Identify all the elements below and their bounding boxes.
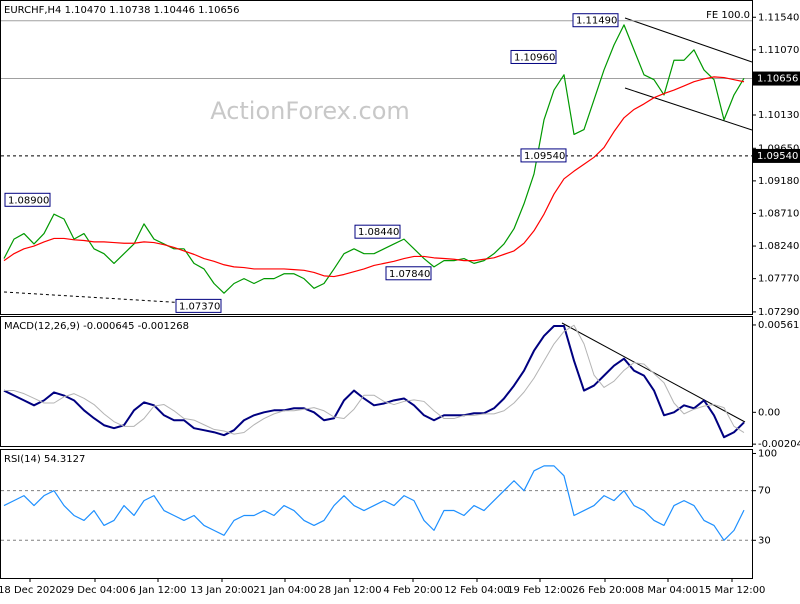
- y-tick-label: 1.09650: [758, 143, 799, 154]
- annotation-label: 1.09540: [524, 151, 565, 162]
- y-tick-label: 0.00: [758, 407, 780, 418]
- x-tick-label: 12 Feb 04:00: [444, 585, 510, 596]
- y-tick-label: 0.005618: [758, 320, 800, 331]
- annotation-box: [572, 13, 619, 28]
- x-tick-label: 29 Dec 04:00: [61, 585, 128, 596]
- x-tick-label: 6 Jan 12:00: [130, 585, 187, 596]
- annotation-box: [354, 224, 401, 239]
- series-line: [3, 465, 745, 541]
- annotation-box: [520, 148, 567, 163]
- y-tick-label: -0.002046: [758, 439, 800, 450]
- x-tick-label: 21 Jan 04:00: [253, 585, 316, 596]
- series-line: [3, 24, 745, 294]
- annotation-label: 1.07370: [179, 301, 220, 312]
- annotation-label: 1.08900: [8, 195, 49, 206]
- annotation-label: 1.11490: [576, 16, 617, 27]
- series-line: [3, 325, 745, 439]
- x-tick-label: 13 Jan 20:00: [190, 585, 253, 596]
- annotation-label: 1.07840: [389, 269, 430, 280]
- price-box: [753, 71, 800, 86]
- y-tick-label: 1.11070: [758, 45, 799, 56]
- y-tick-label: 30: [758, 535, 771, 546]
- price-box-label: 1.09540: [757, 151, 798, 162]
- y-tick-label: 1.07290: [758, 307, 799, 318]
- x-tick-label: 28 Jan 12:00: [318, 585, 381, 596]
- y-tick-label: 1.08240: [758, 241, 799, 252]
- price-box: [753, 148, 800, 163]
- chart-title: EURCHF,H4 1.10470 1.10738 1.10446 1.1065…: [4, 5, 240, 16]
- rsi-title: RSI(14) 54.3127: [4, 454, 85, 465]
- main-frame: [0, 0, 753, 315]
- annotation-box: [175, 298, 222, 313]
- y-tick-label: 1.10130: [758, 110, 799, 121]
- y-tick-label: 1.07770: [758, 274, 799, 285]
- y-tick-label: 1.08710: [758, 208, 799, 219]
- annotation-box: [4, 192, 51, 207]
- annotation-label: 1.08440: [358, 227, 399, 238]
- x-tick-label: 4 Feb 20:00: [383, 585, 442, 596]
- annotation-box: [385, 266, 432, 281]
- x-tick-label: 18 Dec 2020: [0, 585, 62, 596]
- channel-line: [624, 87, 753, 131]
- x-tick-label: 8 Mar 04:00: [638, 585, 698, 596]
- macd-frame: [0, 316, 753, 447]
- series-line: [4, 324, 745, 435]
- y-tick-label: 70: [758, 486, 771, 497]
- y-tick-label: 100: [758, 448, 777, 459]
- x-tick-label: 15 Mar 12:00: [699, 585, 766, 596]
- annotation-box: [510, 49, 557, 64]
- y-tick-label: 1.11540: [758, 12, 799, 23]
- channel-line: [624, 17, 753, 63]
- x-tick-label: 26 Feb 20:00: [572, 585, 638, 596]
- rsi-frame: [0, 449, 753, 579]
- macd-title: MACD(12,26,9) -0.000645 -0.001268: [4, 321, 189, 332]
- x-tick-label: 19 Feb 12:00: [507, 585, 573, 596]
- price-box-label: 1.10656: [757, 74, 798, 85]
- fe-label: FE 100.0: [706, 10, 750, 21]
- y-tick-label: 1.09180: [758, 176, 799, 187]
- series-line: [3, 76, 745, 278]
- annotation-label: 1.10960: [514, 52, 555, 63]
- watermark: ActionForex.com: [210, 97, 410, 125]
